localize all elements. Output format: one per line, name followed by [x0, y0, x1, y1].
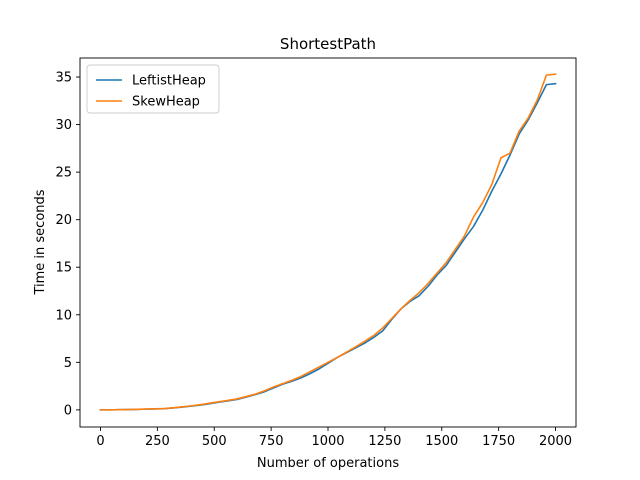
legend-label-leftistheap: LeftistHeap [132, 74, 206, 89]
y-tick-label: 20 [55, 213, 72, 228]
y-tick-label: 30 [55, 118, 72, 133]
x-tick-label: 2000 [539, 434, 572, 449]
plot-area: 0 250 500 750 1000 1250 1500 1750 2000 0 5 10 15 20 25… [55, 57, 577, 449]
y-axis-label: Time in seconds [33, 189, 48, 295]
chart-title: ShortestPath [280, 35, 376, 53]
y-tick-label: 5 [64, 356, 72, 371]
legend-label-skewheap: SkewHeap [132, 95, 200, 110]
x-tick-label: 0 [96, 434, 104, 449]
y-tick-label: 0 [64, 403, 72, 418]
y-tick-label: 15 [55, 261, 72, 276]
x-axis-label: Number of operations [257, 456, 399, 471]
y-tick-label: 25 [55, 166, 72, 181]
x-tick-label: 1500 [425, 434, 458, 449]
series-line-skewheap [99, 73, 557, 411]
x-tick-label: 1000 [311, 434, 344, 449]
y-tick-label: 35 [55, 71, 72, 86]
x-tick-label: 500 [202, 434, 227, 449]
x-tick-label: 750 [259, 434, 284, 449]
x-tick-label: 1750 [482, 434, 515, 449]
x-tick-label: 250 [145, 434, 170, 449]
y-tick-label: 10 [55, 308, 72, 323]
x-tick-label: 1250 [368, 434, 401, 449]
